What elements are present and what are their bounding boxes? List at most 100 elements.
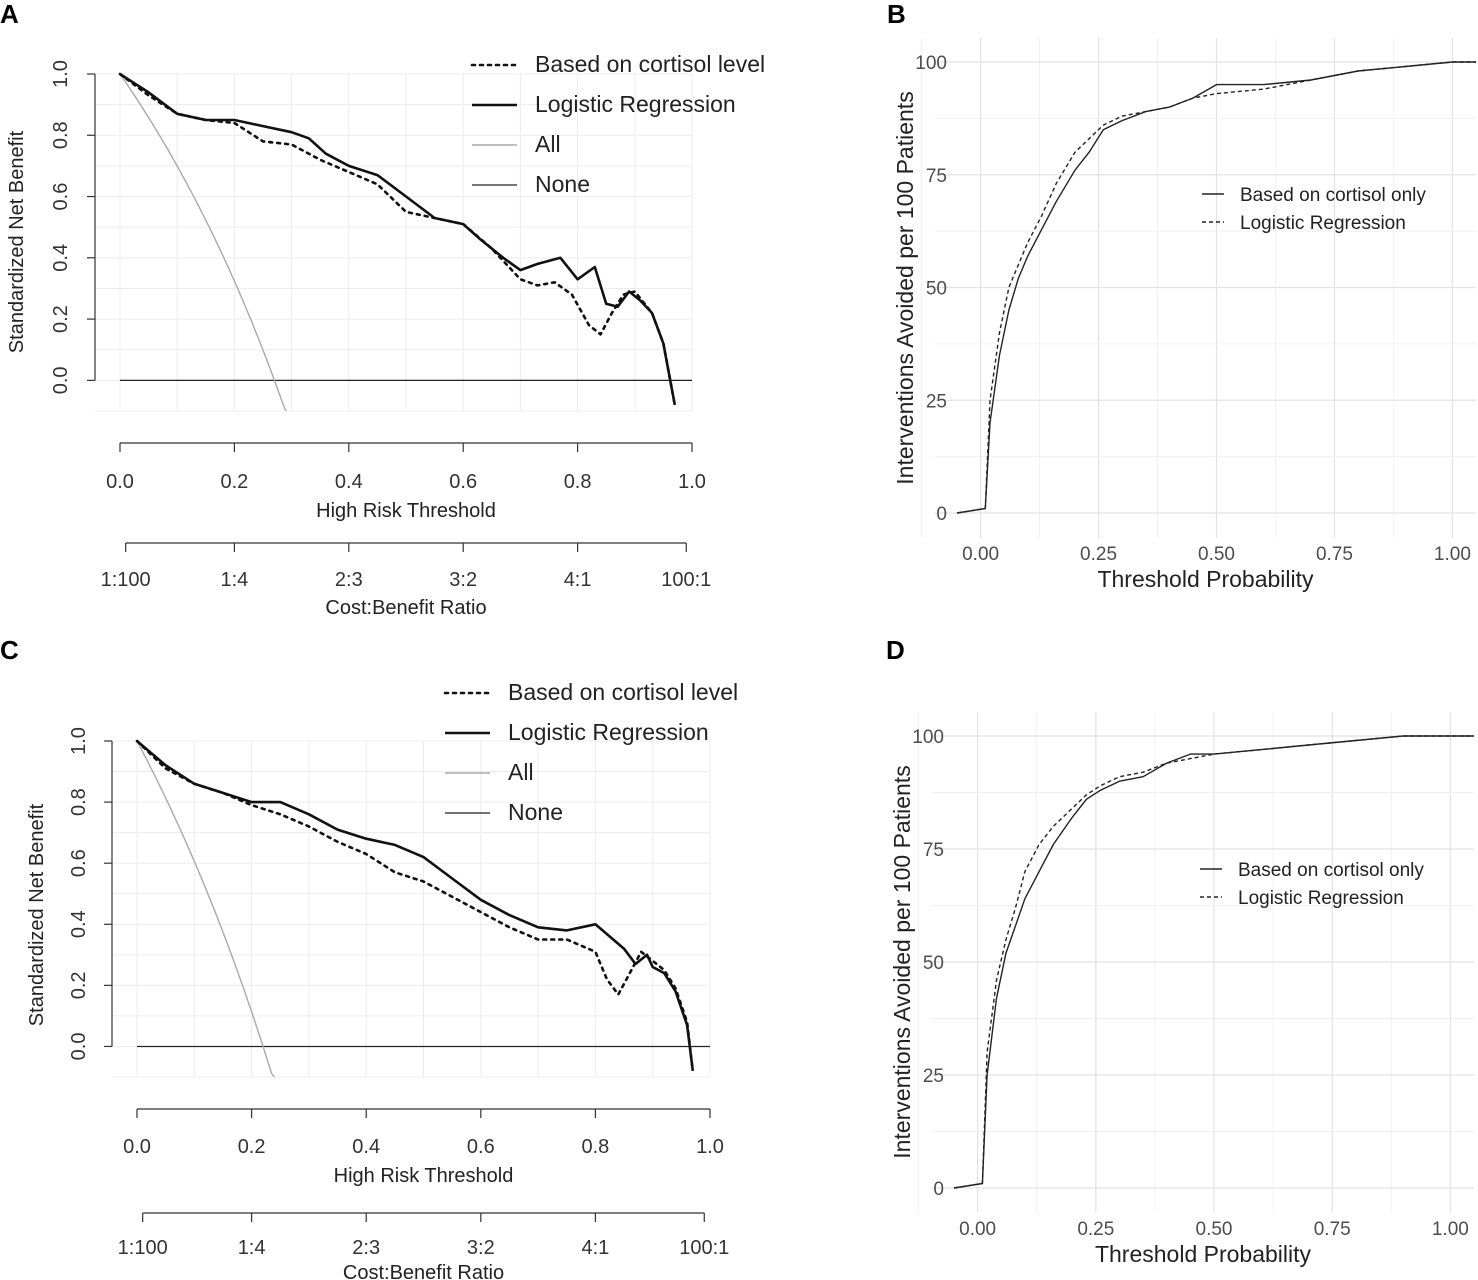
legend-label-based-on-cortisol-level: Based on cortisol level bbox=[508, 679, 738, 705]
cost-benefit-tick-label: 1:100 bbox=[101, 569, 151, 591]
x-tick-label: 0.2 bbox=[220, 471, 248, 493]
y-tick-label: 100 bbox=[912, 727, 944, 748]
x-tick-label: 0.2 bbox=[238, 1136, 266, 1158]
grid-a bbox=[95, 73, 693, 412]
cost-benefit-tick-label: 1:4 bbox=[220, 569, 248, 591]
legend-label-based-on-cortisol-only: Based on cortisol only bbox=[1240, 185, 1426, 206]
cost-benefit-tick-label: 100:1 bbox=[679, 1237, 729, 1259]
y-axis-label-a: Standardized Net Benefit bbox=[6, 130, 28, 353]
grid-b bbox=[921, 38, 1476, 538]
legend-d: Based on cortisol only Logistic Regressio… bbox=[1200, 860, 1424, 909]
x-tick-label: 0.0 bbox=[123, 1136, 151, 1158]
y-tick-label: 75 bbox=[926, 166, 947, 187]
y-axis-label-d: Interventions Avoided per 100 Patients bbox=[889, 765, 915, 1158]
panel-letter-b: B bbox=[887, 0, 906, 29]
y-tick-label: 0 bbox=[933, 1179, 944, 1200]
x-tick-label: 0.50 bbox=[1198, 544, 1235, 565]
y-tick-label: 50 bbox=[923, 953, 944, 974]
legend-label-logistic-regression: Logistic Regression bbox=[535, 91, 736, 117]
series-logistic-regression-a bbox=[119, 72, 677, 406]
series-based-on-cortisol-only-d bbox=[953, 735, 1474, 1189]
cost-benefit-label-a: Cost:Benefit Ratio bbox=[325, 597, 486, 619]
legend-label-none: None bbox=[508, 799, 563, 825]
panel-letter-d: D bbox=[886, 635, 905, 665]
series-logistic-regression-b bbox=[956, 61, 1476, 514]
legend-label-all: All bbox=[535, 131, 561, 157]
legend-a: Based on cortisol level Logistic Regressi… bbox=[470, 51, 765, 197]
panel-a: A 0.0 0.2 0.4 0.6 0.8 1.0 0.0 0.2 0.4 0.6 0.8 1.0 Hig… bbox=[0, 0, 765, 619]
legend-b: Based on cortisol only Logistic Regressio… bbox=[1202, 185, 1426, 234]
x-tick-label: 0.6 bbox=[467, 1136, 495, 1158]
cost-benefit-tick-label: 2:3 bbox=[352, 1237, 380, 1259]
y-tick-label: 1.0 bbox=[50, 60, 72, 88]
panel-c: C 0.0 0.2 0.4 0.6 0.8 1.0 0.0 0.2 0.4 0.6 0.8 1.0 Hig… bbox=[0, 635, 738, 1280]
x-tick-label: 0.25 bbox=[1077, 1219, 1114, 1240]
x-tick-label: 0.00 bbox=[962, 544, 999, 565]
y-tick-label: 0.6 bbox=[68, 849, 90, 877]
y-tick-label: 0.2 bbox=[68, 971, 90, 999]
series-logistic-regression-c bbox=[136, 740, 695, 1072]
cost-benefit-tick-label: 100:1 bbox=[661, 569, 711, 591]
x-tick-label: 0.00 bbox=[959, 1219, 996, 1240]
y-axis-label-c: Standardized Net Benefit bbox=[26, 803, 48, 1026]
x-axis-label-b: Threshold Probability bbox=[1097, 566, 1314, 592]
x-axis-label-d: Threshold Probability bbox=[1095, 1241, 1312, 1267]
legend-label-logistic-regression: Logistic Regression bbox=[1238, 888, 1404, 909]
y-tick-label: 0.8 bbox=[50, 121, 72, 149]
y-tick-label: 1.0 bbox=[68, 727, 90, 755]
y-tick-label: 0.2 bbox=[50, 305, 72, 333]
panel-d: D 0 25 50 75 100 0.00 0.25 0.50 0.75 1.00 Threshold… bbox=[886, 635, 1474, 1267]
x-tick-label: 1.00 bbox=[1434, 544, 1471, 565]
series-all-c bbox=[136, 740, 276, 1078]
cost-benefit-tick-label: 1:100 bbox=[118, 1237, 168, 1259]
panel-letter-a: A bbox=[0, 0, 19, 29]
y-tick-label: 0.0 bbox=[68, 1033, 90, 1061]
y-tick-label: 100 bbox=[915, 53, 947, 74]
cost-benefit-label-c: Cost:Benefit Ratio bbox=[343, 1262, 504, 1280]
x-tick-label: 0.75 bbox=[1316, 544, 1353, 565]
cost-benefit-tick-label: 1:4 bbox=[238, 1237, 266, 1259]
x-tick-label: 0.25 bbox=[1080, 544, 1117, 565]
x-tick-label: 0.50 bbox=[1196, 1219, 1233, 1240]
y-tick-label: 0.8 bbox=[68, 788, 90, 816]
y-tick-label: 0 bbox=[936, 504, 947, 525]
x-tick-label: 0.4 bbox=[335, 471, 363, 493]
y-tick-label: 0.4 bbox=[50, 244, 72, 272]
panel-b: B 0 25 50 75 100 0.00 0.25 0.50 0.75 1.00 Threshold… bbox=[887, 0, 1476, 592]
x-tick-label: 0.8 bbox=[564, 471, 592, 493]
cost-benefit-tick-label: 3:2 bbox=[467, 1237, 495, 1259]
panel-letter-c: C bbox=[0, 635, 19, 665]
x-tick-label: 0.0 bbox=[106, 471, 134, 493]
x-tick-label: 0.4 bbox=[352, 1136, 380, 1158]
y-axis-label-b: Interventions Avoided per 100 Patients bbox=[892, 91, 918, 484]
x-tick-label: 1.00 bbox=[1432, 1219, 1469, 1240]
cost-benefit-tick-label: 4:1 bbox=[581, 1237, 609, 1259]
x-tick-label: 0.8 bbox=[581, 1136, 609, 1158]
series-based-on-cortisol-level-c bbox=[135, 739, 695, 1073]
legend-label-none: None bbox=[535, 171, 590, 197]
series-logistic-regression-d bbox=[953, 735, 1474, 1189]
x-tick-label: 0.6 bbox=[449, 471, 477, 493]
cost-benefit-tick-label: 4:1 bbox=[564, 569, 592, 591]
x-tick-label: 0.75 bbox=[1314, 1219, 1351, 1240]
series-all-a bbox=[119, 73, 287, 412]
y-tick-label: 25 bbox=[923, 1066, 944, 1087]
legend-c: Based on cortisol level Logistic Regressi… bbox=[443, 679, 738, 825]
legend-label-based-on-cortisol-only: Based on cortisol only bbox=[1238, 860, 1424, 881]
x-tick-label: 1.0 bbox=[678, 471, 706, 493]
series-based-on-cortisol-level-a bbox=[118, 72, 677, 407]
cost-benefit-tick-label: 2:3 bbox=[335, 569, 363, 591]
y-tick-label: 0.4 bbox=[68, 910, 90, 938]
y-tick-label: 50 bbox=[926, 279, 947, 300]
cost-benefit-tick-label: 3:2 bbox=[449, 569, 477, 591]
y-tick-label: 25 bbox=[926, 391, 947, 412]
y-tick-label: 0.6 bbox=[50, 183, 72, 211]
x-tick-label: 1.0 bbox=[696, 1136, 724, 1158]
grid-d bbox=[918, 712, 1474, 1212]
legend-label-logistic-regression: Logistic Regression bbox=[508, 719, 709, 745]
y-tick-label: 0.0 bbox=[50, 366, 72, 394]
legend-label-logistic-regression: Logistic Regression bbox=[1240, 213, 1406, 234]
x-axis-label-a: High Risk Threshold bbox=[316, 500, 496, 522]
y-tick-label: 75 bbox=[923, 840, 944, 861]
